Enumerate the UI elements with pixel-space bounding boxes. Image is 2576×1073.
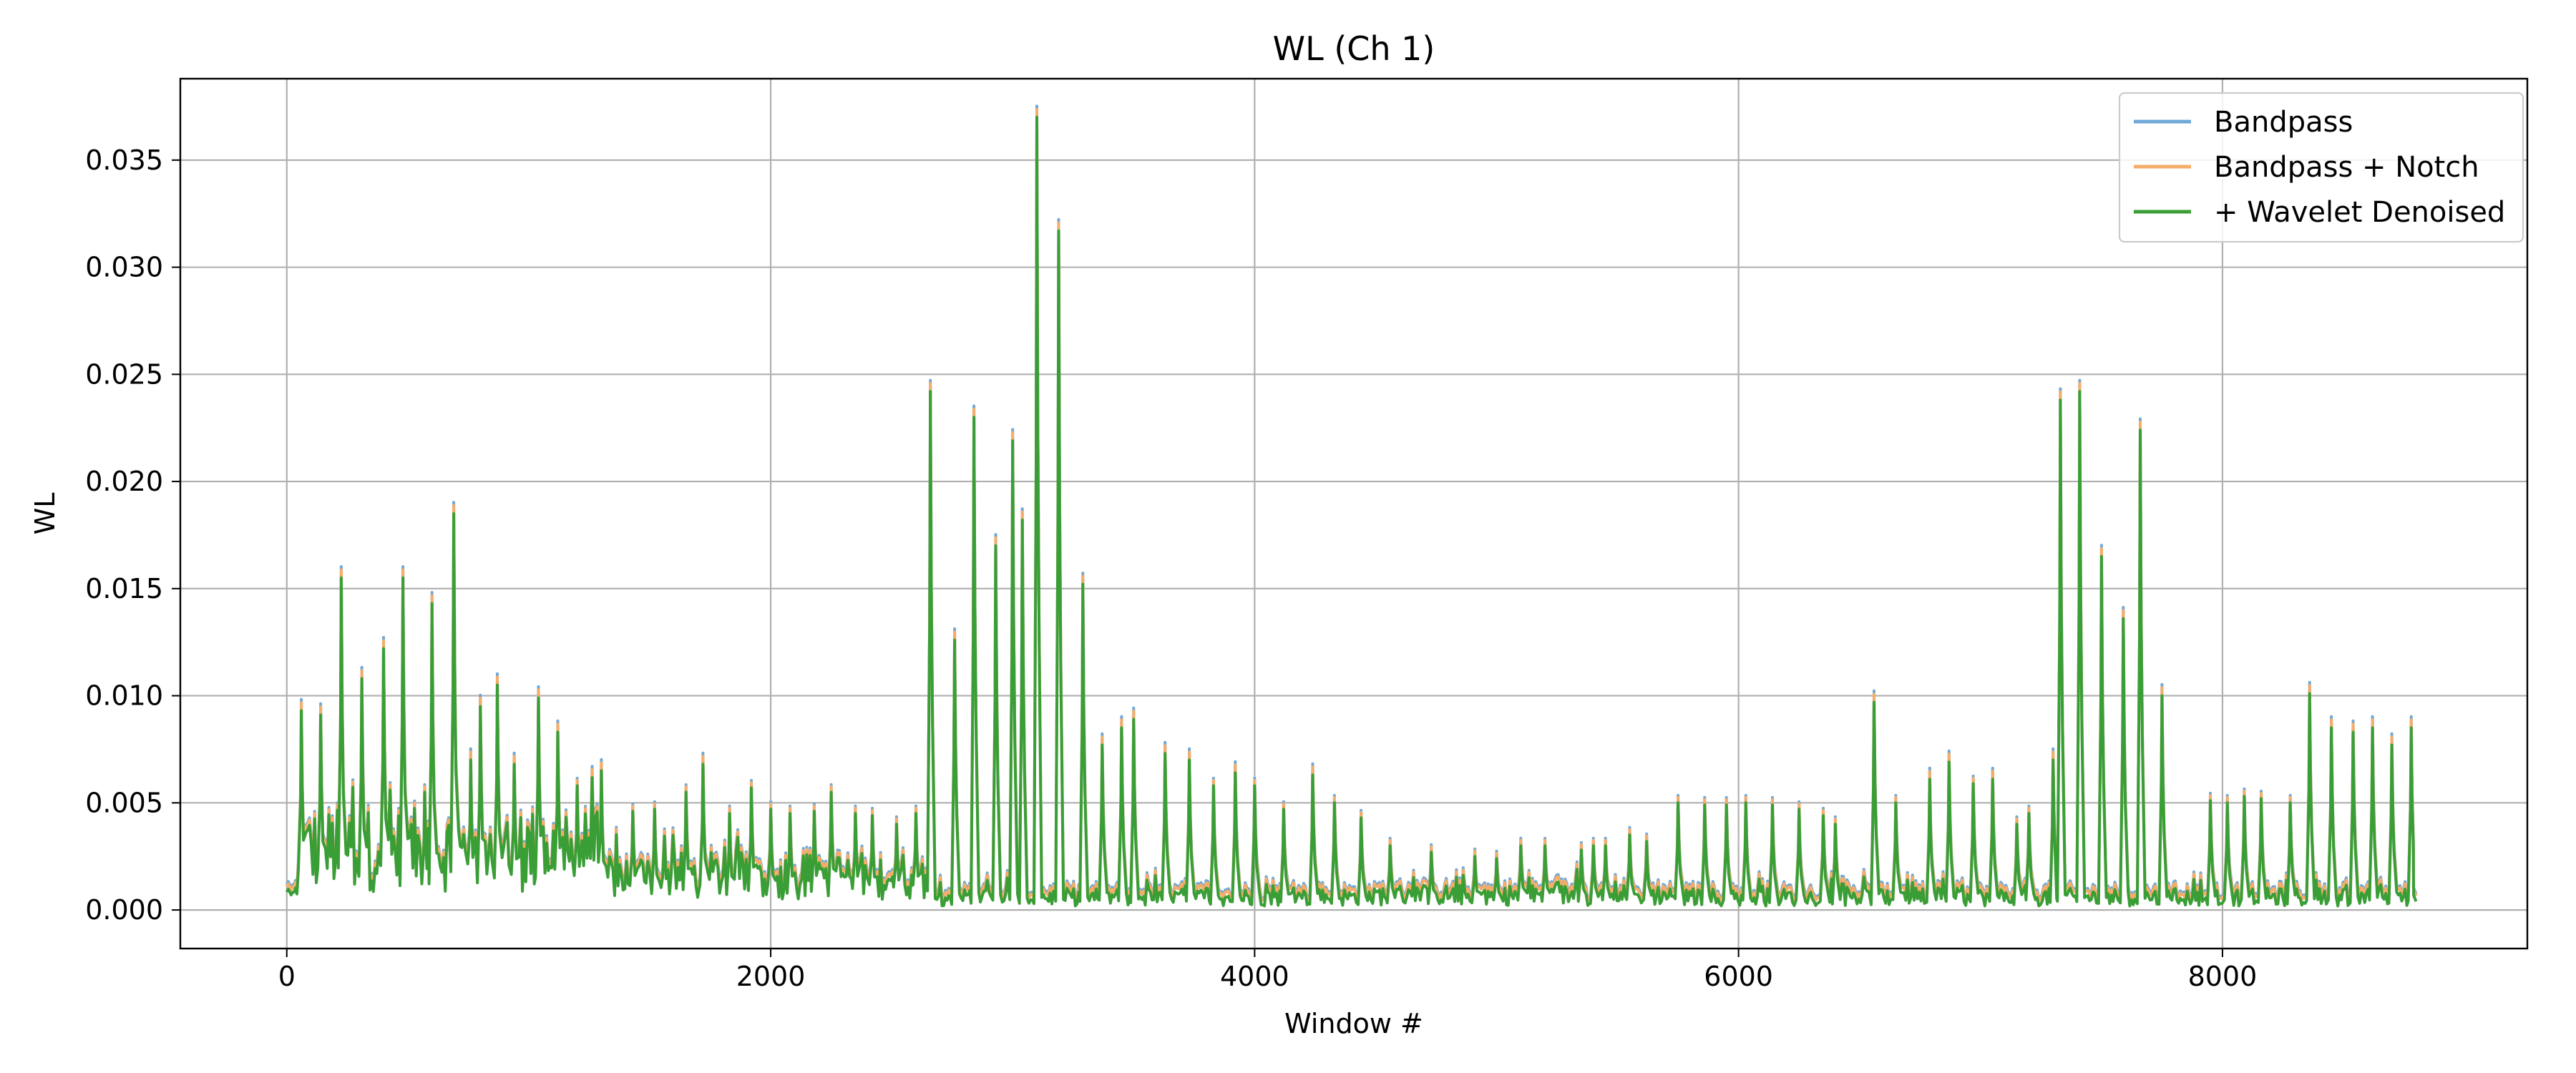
x-tick-label: 2000 <box>736 961 806 992</box>
series-layer <box>285 104 2418 908</box>
y-tick-label: 0.000 <box>85 894 163 926</box>
legend-label: + Wavelet Denoised <box>2214 196 2505 229</box>
y-tick-label: 0.030 <box>85 252 163 283</box>
x-axis: 0 2000 4000 6000 8000 <box>278 949 2258 992</box>
y-axis: 0.000 0.005 0.010 0.015 0.020 0.025 0.030 0.035 <box>85 144 180 926</box>
y-axis-label: WL <box>29 493 61 535</box>
legend-label: Bandpass <box>2214 106 2353 139</box>
series-line <box>285 115 2418 908</box>
legend-box <box>2118 92 2524 243</box>
legend: Bandpass Bandpass + Notch + Wavelet Denois… <box>2118 92 2524 243</box>
legend-label: Bandpass + Notch <box>2214 151 2479 184</box>
x-tick-label: 4000 <box>1220 961 1289 992</box>
y-tick-label: 0.025 <box>85 358 163 390</box>
y-tick-label: 0.015 <box>85 573 163 604</box>
grid <box>180 79 2527 949</box>
x-tick-label: 6000 <box>1704 961 1773 992</box>
x-tick-label: 0 <box>278 961 296 992</box>
chart-title: WL (Ch 1) <box>1273 29 1435 68</box>
y-tick-label: 0.005 <box>85 787 163 818</box>
y-tick-label: 0.010 <box>85 680 163 712</box>
x-axis-label: Window # <box>1284 1008 1423 1039</box>
y-tick-label: 0.035 <box>85 144 163 176</box>
y-tick-label: 0.020 <box>85 466 163 497</box>
plot-frame <box>179 77 2529 950</box>
x-tick-label: 8000 <box>2188 961 2258 992</box>
